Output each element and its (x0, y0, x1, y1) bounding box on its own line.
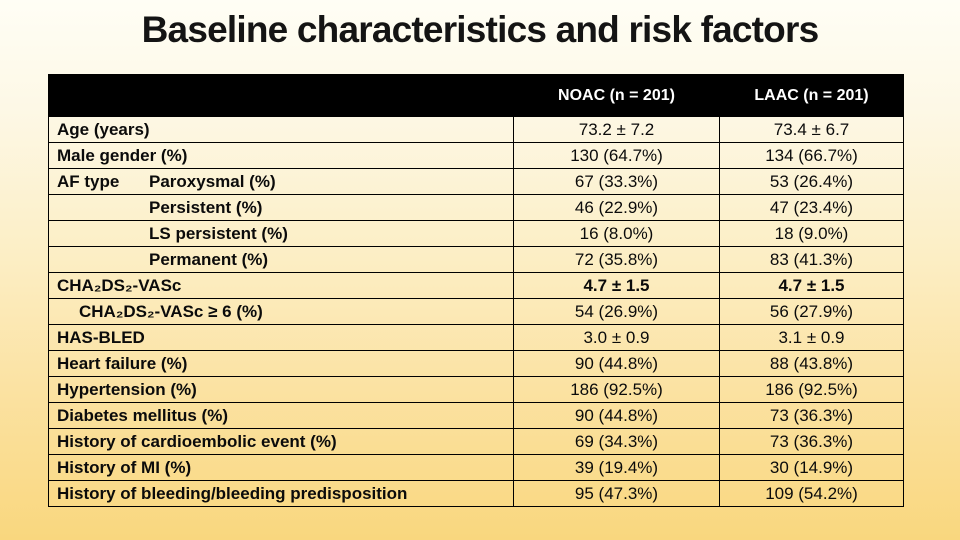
noac-value-cell: 186 (92.5%) (513, 376, 720, 403)
row-label: History of MI (%) (48, 454, 514, 481)
header-noac: NOAC (n = 201) (513, 74, 720, 117)
row-label-text: History of bleeding/bleeding predisposit… (57, 484, 408, 503)
row-label-text: CHA₂DS₂-VASc (57, 276, 182, 295)
row-label: Permanent (%) (48, 246, 514, 273)
header-empty-cell (48, 74, 514, 117)
laac-value-cell: 88 (43.8%) (719, 350, 904, 377)
table-row: History of bleeding/bleeding predisposit… (48, 480, 904, 507)
row-label: AF type Paroxysmal (%) (48, 168, 514, 195)
row-label-text: History of cardioembolic event (%) (57, 432, 337, 451)
row-label-text: CHA₂DS₂-VASc ≥ 6 (%) (79, 302, 263, 321)
row-label-text: Paroxysmal (%) (149, 172, 276, 191)
laac-value-cell: 134 (66.7%) (719, 142, 904, 169)
table-row: History of MI (%) 39 (19.4%) 30 (14.9%) (48, 454, 904, 481)
row-label-text: Diabetes mellitus (%) (57, 406, 228, 425)
laac-value-cell: 73 (36.3%) (719, 428, 904, 455)
row-label: History of bleeding/bleeding predisposit… (48, 480, 514, 507)
laac-value-cell: 3.1 ± 0.9 (719, 324, 904, 351)
table-row: LS persistent (%) 16 (8.0%) 18 (9.0%) (48, 220, 904, 247)
row-label-text: History of MI (%) (57, 458, 192, 477)
table-row: Permanent (%) 72 (35.8%) 83 (41.3%) (48, 246, 904, 273)
table-row: HAS-BLED 3.0 ± 0.9 3.1 ± 0.9 (48, 324, 904, 351)
noac-value-cell: 90 (44.8%) (513, 350, 720, 377)
noac-value-cell: 39 (19.4%) (513, 454, 720, 481)
noac-value-cell: 67 (33.3%) (513, 168, 720, 195)
laac-value-cell: 30 (14.9%) (719, 454, 904, 481)
row-label-text: Male gender (%) (57, 146, 188, 165)
noac-value-cell: 3.0 ± 0.9 (513, 324, 720, 351)
noac-value-cell: 16 (8.0%) (513, 220, 720, 247)
table-row: AF type Paroxysmal (%) 67 (33.3%) 53 (26.4%… (48, 168, 904, 195)
row-label: HAS-BLED (48, 324, 514, 351)
row-label-text: HAS-BLED (57, 328, 145, 347)
table-row: Heart failure (%) 90 (44.8%) 88 (43.8%) (48, 350, 904, 377)
laac-value-cell: 56 (27.9%) (719, 298, 904, 325)
row-label: History of cardioembolic event (%) (48, 428, 514, 455)
noac-value-cell: 90 (44.8%) (513, 402, 720, 429)
slide-title: Baseline characteristics and risk factor… (141, 9, 820, 50)
laac-value-cell: 53 (26.4%) (719, 168, 904, 195)
table-row: Male gender (%) 130 (64.7%) 134 (66.7%) (48, 142, 904, 169)
table-row: Age (years) 73.2 ± 7.2 73.4 ± 6.7 (48, 116, 904, 143)
row-label-text: Age (years) (57, 120, 150, 139)
header-laac: LAAC (n = 201) (719, 74, 904, 117)
row-label-text: LS persistent (%) (149, 224, 288, 243)
table-row: CHA₂DS₂-VASc 4.7 ± 1.5 4.7 ± 1.5 (48, 272, 904, 299)
laac-value-cell: 18 (9.0%) (719, 220, 904, 247)
noac-value-cell: 69 (34.3%) (513, 428, 720, 455)
row-label: Male gender (%) (48, 142, 514, 169)
row-label: Heart failure (%) (48, 350, 514, 377)
row-label: Hypertension (%) (48, 376, 514, 403)
noac-value-cell: 4.7 ± 1.5 (513, 272, 720, 299)
noac-value-cell: 130 (64.7%) (513, 142, 720, 169)
table-row: Diabetes mellitus (%) 90 (44.8%) 73 (36.3%… (48, 402, 904, 429)
laac-value-cell: 73 (36.3%) (719, 402, 904, 429)
laac-value-cell: 109 (54.2%) (719, 480, 904, 507)
row-label-text: Hypertension (%) (57, 380, 197, 399)
noac-value-cell: 46 (22.9%) (513, 194, 720, 221)
noac-value-cell: 73.2 ± 7.2 (513, 116, 720, 143)
row-label: CHA₂DS₂-VASc (48, 272, 514, 299)
row-label-text: Heart failure (%) (57, 354, 188, 373)
row-label: LS persistent (%) (48, 220, 514, 247)
table-row: Persistent (%) 46 (22.9%) 47 (23.4%) (48, 194, 904, 221)
laac-value-cell: 73.4 ± 6.7 (719, 116, 904, 143)
row-label-text: Persistent (%) (149, 198, 263, 217)
laac-value-cell: 47 (23.4%) (719, 194, 904, 221)
row-label: CHA₂DS₂-VASc ≥ 6 (%) (48, 298, 514, 325)
noac-value-cell: 54 (26.9%) (513, 298, 720, 325)
table-row: History of cardioembolic event (%) 69 (34… (48, 428, 904, 455)
laac-value-cell: 83 (41.3%) (719, 246, 904, 273)
row-label: Age (years) (48, 116, 514, 143)
baseline-characteristics-table: NOAC (n = 201) LAAC (n = 201) Age (years… (48, 74, 904, 507)
laac-value-cell: 4.7 ± 1.5 (719, 272, 904, 299)
table-row: CHA₂DS₂-VASc ≥ 6 (%) 54 (26.9%) 56 (27.9%) (48, 298, 904, 325)
table-header-row: NOAC (n = 201) LAAC (n = 201) (48, 74, 904, 117)
row-label: Persistent (%) (48, 194, 514, 221)
noac-value-cell: 95 (47.3%) (513, 480, 720, 507)
row-label-text: Permanent (%) (149, 250, 269, 269)
row-label-prefix: AF type (57, 172, 120, 191)
row-label: Diabetes mellitus (%) (48, 402, 514, 429)
table-row: Hypertension (%) 186 (92.5%) 186 (92.5%) (48, 376, 904, 403)
laac-value-cell: 186 (92.5%) (719, 376, 904, 403)
noac-value-cell: 72 (35.8%) (513, 246, 720, 273)
